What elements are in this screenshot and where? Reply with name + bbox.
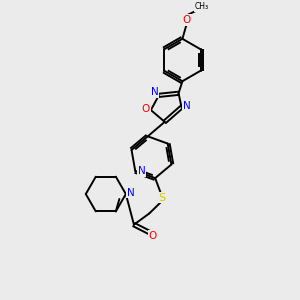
- Text: CH₃: CH₃: [195, 2, 209, 11]
- Text: N: N: [138, 166, 146, 176]
- Text: N: N: [127, 188, 135, 198]
- Text: O: O: [142, 104, 150, 115]
- Text: O: O: [148, 231, 157, 241]
- Text: O: O: [183, 15, 191, 25]
- Text: N: N: [151, 87, 158, 98]
- Text: S: S: [158, 193, 165, 202]
- Text: N: N: [183, 101, 191, 111]
